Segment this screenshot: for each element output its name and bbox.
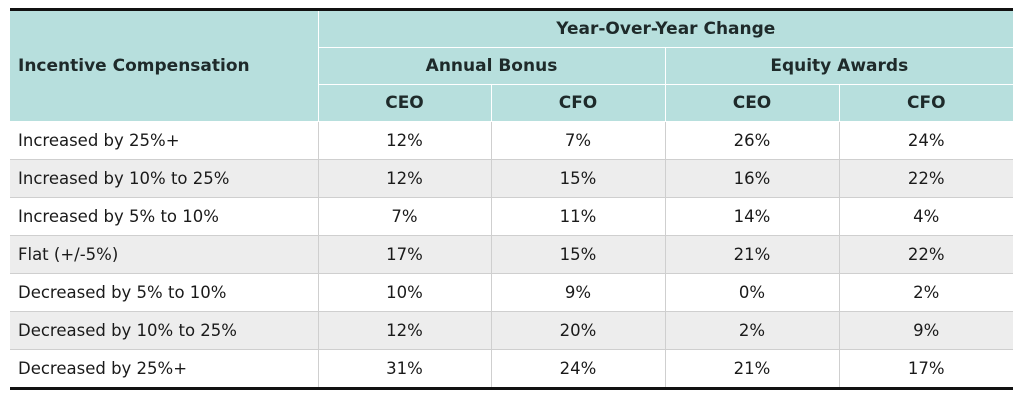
row-label: Flat (+/-5%) [10,235,319,274]
compensation-table: Incentive Compensation Year-Over-Year Ch… [10,8,1014,390]
row-label: Increased by 5% to 10% [10,197,319,236]
column-header-annual-bonus-ceo: CEO [318,84,492,122]
table-cell: 24% [839,121,1014,160]
row-header-incentive-compensation: Incentive Compensation [10,9,319,122]
table-row: Decreased by 10% to 25% 12% 20% 2% 9% [10,311,1014,350]
table-cell: 26% [665,121,840,160]
table-cell: 0% [665,273,840,312]
table-cell: 21% [665,349,840,389]
table-cell: 11% [491,197,666,236]
column-header-equity-awards-cfo: CFO [839,84,1014,122]
table-cell: 7% [491,121,666,160]
subgroup-header-annual-bonus: Annual Bonus [318,47,666,85]
table-cell: 9% [839,311,1014,350]
table-cell: 15% [491,235,666,274]
table-cell: 10% [318,273,492,312]
table-body: Increased by 25%+ 12% 7% 26% 24% Increas… [10,121,1014,389]
table-cell: 20% [491,311,666,350]
table-cell: 15% [491,159,666,198]
subgroup-header-equity-awards: Equity Awards [665,47,1014,85]
table-cell: 24% [491,349,666,389]
table-cell: 2% [665,311,840,350]
table-row: Increased by 10% to 25% 12% 15% 16% 22% [10,159,1014,198]
table-cell: 16% [665,159,840,198]
table-cell: 2% [839,273,1014,312]
table-cell: 12% [318,311,492,350]
table-row: Decreased by 25%+ 31% 24% 21% 17% [10,349,1014,389]
table-row: Increased by 25%+ 12% 7% 26% 24% [10,121,1014,160]
group-header-yoy-change: Year-Over-Year Change [318,9,1014,48]
compensation-table-container: Incentive Compensation Year-Over-Year Ch… [10,8,1014,390]
table-cell: 31% [318,349,492,389]
table-cell: 17% [839,349,1014,389]
table-cell: 12% [318,159,492,198]
row-label: Decreased by 25%+ [10,349,319,389]
column-header-equity-awards-ceo: CEO [665,84,840,122]
table-cell: 17% [318,235,492,274]
table-cell: 22% [839,159,1014,198]
table-cell: 7% [318,197,492,236]
table-cell: 21% [665,235,840,274]
row-label: Increased by 10% to 25% [10,159,319,198]
table-row: Flat (+/-5%) 17% 15% 21% 22% [10,235,1014,274]
column-header-annual-bonus-cfo: CFO [491,84,666,122]
table-row: Decreased by 5% to 10% 10% 9% 0% 2% [10,273,1014,312]
table-cell: 4% [839,197,1014,236]
table-header: Incentive Compensation Year-Over-Year Ch… [10,9,1014,122]
table-cell: 12% [318,121,492,160]
row-label: Decreased by 10% to 25% [10,311,319,350]
table-cell: 22% [839,235,1014,274]
table-cell: 14% [665,197,840,236]
row-label: Increased by 25%+ [10,121,319,160]
table-row: Increased by 5% to 10% 7% 11% 14% 4% [10,197,1014,236]
row-label: Decreased by 5% to 10% [10,273,319,312]
table-cell: 9% [491,273,666,312]
